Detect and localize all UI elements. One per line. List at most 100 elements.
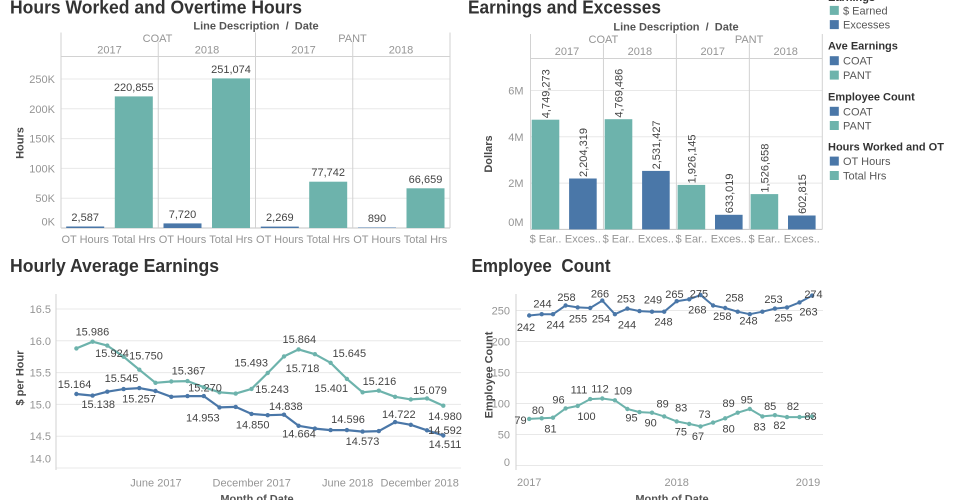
svg-text:4,769,486: 4,769,486 xyxy=(613,69,625,118)
svg-text:COAT: COAT xyxy=(589,34,619,46)
svg-text:100: 100 xyxy=(492,399,510,411)
svg-text:2017: 2017 xyxy=(97,45,121,57)
svg-text:14.5: 14.5 xyxy=(30,431,51,443)
svg-text:90: 90 xyxy=(644,418,656,430)
svg-text:Exces..: Exces.. xyxy=(711,234,747,246)
svg-text:263: 263 xyxy=(799,307,817,319)
svg-text:890: 890 xyxy=(368,213,386,225)
svg-text:258: 258 xyxy=(725,293,743,305)
svg-text:15.216: 15.216 xyxy=(363,376,397,388)
svg-text:Exces..: Exces.. xyxy=(565,234,601,246)
svg-text:Hours Worked and Overtime Hour: Hours Worked and Overtime Hours xyxy=(10,0,302,18)
svg-text:2018: 2018 xyxy=(389,45,413,57)
svg-text:50K: 50K xyxy=(35,193,55,205)
svg-text:COAT: COAT xyxy=(843,56,873,68)
svg-text:14.980: 14.980 xyxy=(428,411,462,423)
svg-text:250K: 250K xyxy=(29,74,55,86)
svg-text:Employee Count: Employee Count xyxy=(483,331,495,418)
svg-text:15.270: 15.270 xyxy=(188,383,222,395)
svg-text:100: 100 xyxy=(577,411,595,423)
svg-text:16.0: 16.0 xyxy=(30,336,51,348)
svg-text:Employee Count: Employee Count xyxy=(472,256,611,276)
svg-text:June 2017: June 2017 xyxy=(130,478,181,490)
svg-text:15.164: 15.164 xyxy=(58,379,92,391)
svg-text:266: 266 xyxy=(591,289,609,301)
svg-text:15.924: 15.924 xyxy=(95,348,129,360)
svg-text:PANT: PANT xyxy=(338,33,367,45)
svg-text:Month of Date: Month of Date xyxy=(635,494,708,500)
svg-text:15.718: 15.718 xyxy=(286,363,320,375)
svg-text:Total Hrs: Total Hrs xyxy=(843,171,887,183)
svg-text:253: 253 xyxy=(764,294,782,306)
svg-text:2017: 2017 xyxy=(555,46,579,58)
svg-text:$ Ear..: $ Ear.. xyxy=(603,234,635,246)
svg-text:Hourly Average Earnings: Hourly Average Earnings xyxy=(10,256,219,276)
svg-text:244: 244 xyxy=(546,320,564,332)
svg-text:250: 250 xyxy=(492,306,510,318)
svg-text:Dollars: Dollars xyxy=(483,135,495,172)
svg-text:2M: 2M xyxy=(508,178,523,190)
svg-text:633,019: 633,019 xyxy=(724,174,736,214)
svg-text:249: 249 xyxy=(644,295,662,307)
svg-text:248: 248 xyxy=(739,316,757,328)
svg-text:2018: 2018 xyxy=(628,46,652,58)
svg-text:Line Description / Date: Line Description / Date xyxy=(193,21,318,33)
svg-text:0K: 0K xyxy=(42,217,56,229)
svg-text:89: 89 xyxy=(656,399,668,411)
svg-text:15.645: 15.645 xyxy=(332,348,366,360)
svg-text:253: 253 xyxy=(617,294,635,306)
svg-text:200K: 200K xyxy=(29,104,55,116)
svg-text:OT Hours: OT Hours xyxy=(159,234,207,246)
svg-text:50: 50 xyxy=(498,430,510,442)
svg-text:2017: 2017 xyxy=(291,45,315,57)
svg-text:15.243: 15.243 xyxy=(255,384,289,396)
svg-text:Total Hrs: Total Hrs xyxy=(306,234,350,246)
svg-text:1,926,145: 1,926,145 xyxy=(686,134,698,183)
svg-text:2,587: 2,587 xyxy=(71,212,99,224)
svg-text:6M: 6M xyxy=(508,86,523,98)
svg-text:95: 95 xyxy=(625,413,637,425)
svg-text:14.592: 14.592 xyxy=(428,425,462,437)
svg-text:0: 0 xyxy=(504,457,510,469)
svg-text:$ Ear..: $ Ear.. xyxy=(676,234,708,246)
svg-text:1,526,658: 1,526,658 xyxy=(759,144,771,193)
svg-text:275: 275 xyxy=(690,289,708,301)
svg-text:14.722: 14.722 xyxy=(382,409,416,421)
svg-text:2,204,319: 2,204,319 xyxy=(578,128,590,177)
svg-text:14.664: 14.664 xyxy=(282,429,316,441)
svg-text:258: 258 xyxy=(713,311,731,323)
svg-text:June 2018: June 2018 xyxy=(322,478,373,490)
svg-text:96: 96 xyxy=(552,395,564,407)
svg-text:15.079: 15.079 xyxy=(413,385,447,397)
svg-text:248: 248 xyxy=(654,317,672,329)
svg-text:255: 255 xyxy=(569,314,587,326)
svg-text:79: 79 xyxy=(514,415,526,427)
svg-text:83: 83 xyxy=(675,402,687,414)
svg-text:Total Hrs: Total Hrs xyxy=(209,234,253,246)
svg-text:15.864: 15.864 xyxy=(282,334,316,346)
svg-text:15.750: 15.750 xyxy=(129,351,163,363)
svg-text:PANT: PANT xyxy=(735,34,764,46)
svg-text:2018: 2018 xyxy=(664,477,688,489)
svg-text:274: 274 xyxy=(804,289,822,301)
svg-text:Line Description / Date: Line Description / Date xyxy=(613,22,738,34)
svg-text:OT Hours: OT Hours xyxy=(256,234,304,246)
svg-text:242: 242 xyxy=(517,322,535,334)
svg-text:220,855: 220,855 xyxy=(114,82,154,94)
svg-text:4M: 4M xyxy=(508,132,523,144)
svg-text:80: 80 xyxy=(722,424,734,436)
svg-text:OT Hours: OT Hours xyxy=(61,234,109,246)
svg-text:Hours: Hours xyxy=(15,127,27,159)
svg-text:Total Hrs: Total Hrs xyxy=(112,234,156,246)
svg-text:112: 112 xyxy=(591,384,609,396)
svg-text:15.545: 15.545 xyxy=(105,373,139,385)
svg-text:15.257: 15.257 xyxy=(122,394,156,406)
svg-text:Excesses: Excesses xyxy=(843,20,891,32)
svg-text:$ per Hour: $ per Hour xyxy=(15,350,27,406)
svg-text:$ Earned: $ Earned xyxy=(843,5,888,17)
svg-text:109: 109 xyxy=(614,386,632,398)
svg-text:PANT: PANT xyxy=(843,70,872,82)
svg-text:85: 85 xyxy=(764,401,776,413)
svg-text:67: 67 xyxy=(692,431,704,443)
svg-text:7,720: 7,720 xyxy=(169,209,197,221)
